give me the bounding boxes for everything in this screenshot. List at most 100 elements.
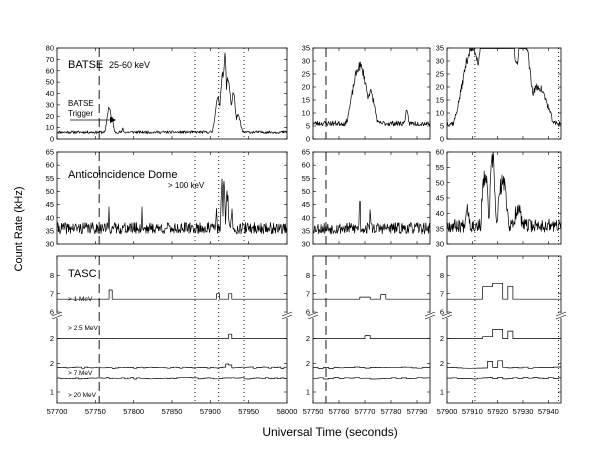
- y-tick-label: 35: [436, 44, 444, 53]
- x-tick-label: 57770: [355, 407, 376, 416]
- tasc-trace: [313, 335, 430, 339]
- x-tick-label: 57950: [238, 407, 259, 416]
- x-tick-label: 57760: [329, 407, 350, 416]
- x-tick-label: 57920: [487, 407, 508, 416]
- y-tick-label: 65: [302, 148, 310, 157]
- tasc-trace: [313, 294, 430, 300]
- y-tick-label: 30: [302, 240, 310, 249]
- x-tick-label: 57800: [123, 407, 144, 416]
- tasc-band-label-2p5mev: > 2.5 MeV: [68, 325, 98, 332]
- y-tick-label: 2: [50, 334, 54, 343]
- y-tick-label: 30: [46, 240, 54, 249]
- tasc-trace: [57, 333, 287, 339]
- y-tick-label: 60: [436, 148, 444, 157]
- batse-trigger-annotation: BATSE Trigger: [68, 99, 94, 118]
- y-tick-label: 40: [302, 213, 310, 222]
- y-tick-label: 7: [440, 289, 444, 298]
- x-tick-label: 57850: [162, 407, 183, 416]
- y-tick-label: 45: [436, 194, 444, 203]
- x-tick-label: 57750: [303, 407, 324, 416]
- y-tick-label: 0: [50, 135, 54, 144]
- tasc-trace: [447, 360, 561, 369]
- x-tick-label: 57900: [200, 407, 221, 416]
- batse-energy-label: 25-60 keV: [109, 60, 150, 70]
- x-tick-label: 57940: [538, 407, 559, 416]
- y-tick-label: 35: [302, 44, 310, 53]
- y-tick-label: 25: [436, 70, 444, 79]
- y-tick-label: 5: [440, 122, 444, 131]
- anticoincidence-dome-label: Anticoincidence Dome: [68, 169, 177, 181]
- y-tick-label: 50: [302, 187, 310, 196]
- y-tick-label: 2: [306, 334, 310, 343]
- tasc-label: TASC: [68, 268, 97, 280]
- y-tick-label: 65: [46, 148, 54, 157]
- axis-break-gap: [53, 313, 61, 318]
- y-tick-label: 2: [50, 359, 54, 368]
- y-tick-label: 8: [50, 271, 54, 280]
- y-tick-label: 25: [302, 70, 310, 79]
- axis-break-mark: [281, 311, 293, 317]
- y-tick-label: 1: [306, 388, 310, 397]
- y-tick-label: 30: [302, 57, 310, 66]
- trigger-annotation-line: Trigger: [68, 109, 93, 118]
- panel-frame: [312, 255, 431, 404]
- y-tick-label: 6: [440, 308, 444, 317]
- y-tick-label: 70: [46, 55, 54, 64]
- axis-break-gap: [283, 313, 291, 318]
- y-tick-label: 50: [46, 187, 54, 196]
- y-tick-label: 10: [302, 109, 310, 118]
- x-tick-label: 57780: [381, 407, 402, 416]
- y-tick-label: 7: [50, 289, 54, 298]
- tasc-band-label-7mev: > 7 MeV: [68, 370, 93, 377]
- y-tick-label: 15: [302, 96, 310, 105]
- y-tick-label: 50: [46, 78, 54, 87]
- x-tick-label: 57790: [407, 407, 428, 416]
- y-tick-label: 60: [46, 161, 54, 170]
- trigger-arrow: [70, 117, 116, 123]
- y-tick-label: 45: [302, 200, 310, 209]
- y-tick-label: 35: [436, 224, 444, 233]
- panel-frame: [446, 151, 562, 245]
- y-axis-label: Count Rate (kHz): [13, 187, 25, 272]
- panel-frame: [446, 255, 562, 404]
- x-tick-label: 57750: [85, 407, 106, 416]
- y-tick-label: 2: [306, 359, 310, 368]
- panel-frame: [446, 47, 562, 140]
- y-tick-label: 8: [306, 271, 310, 280]
- tasc-band-label-20mev: > 20 MeV: [68, 392, 97, 399]
- axis-break-mark: [307, 314, 319, 320]
- x-tick-label: 57930: [513, 407, 534, 416]
- y-tick-label: 40: [46, 89, 54, 98]
- axis-break-mark: [555, 311, 567, 317]
- y-tick-label: 7: [306, 289, 310, 298]
- axis-break-mark: [51, 311, 63, 317]
- y-tick-label: 15: [436, 96, 444, 105]
- axis-break-mark: [307, 311, 319, 317]
- trigger-annotation-line: BATSE: [68, 99, 94, 108]
- axis-break-mark: [424, 314, 436, 320]
- y-tick-label: 55: [302, 174, 310, 183]
- y-tick-label: 60: [302, 161, 310, 170]
- batse-label: BATSE: [68, 59, 103, 71]
- y-tick-label: 10: [46, 123, 54, 132]
- tasc-trace: [313, 377, 430, 380]
- axis-break-mark: [555, 314, 567, 320]
- y-tick-label: 30: [46, 100, 54, 109]
- y-tick-label: 40: [46, 213, 54, 222]
- y-tick-label: 2: [440, 334, 444, 343]
- tasc-trace: [447, 377, 561, 380]
- y-tick-label: 20: [46, 112, 54, 121]
- y-tick-label: 35: [46, 226, 54, 235]
- tasc-trace: [447, 329, 561, 339]
- y-tick-label: 1: [50, 388, 54, 397]
- y-tick-label: 55: [436, 163, 444, 172]
- acd-trace: [446, 152, 562, 233]
- y-tick-label: 2: [440, 359, 444, 368]
- y-tick-label: 6: [50, 308, 54, 317]
- panel-frame: [312, 47, 431, 140]
- x-tick-label: 57700: [47, 407, 68, 416]
- axis-break-mark: [441, 311, 453, 317]
- batse-trace: [446, 48, 562, 127]
- y-tick-label: 8: [440, 271, 444, 280]
